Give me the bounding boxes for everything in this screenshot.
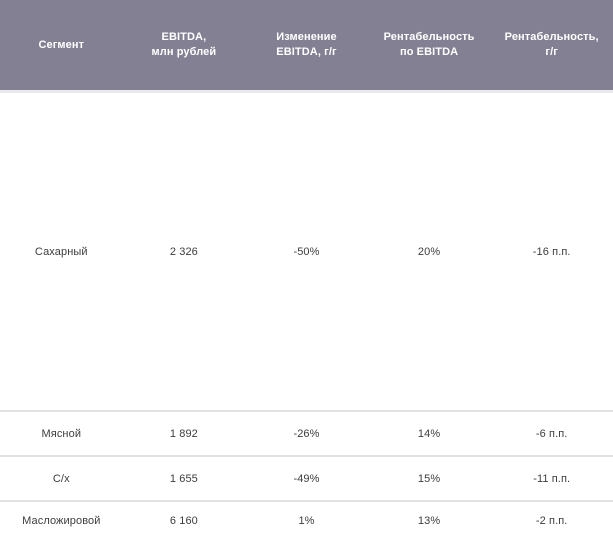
ebitda-change-cell: 1% [298,515,315,527]
margin-change-cell: -11 п.п. [533,472,571,485]
header-cell-ebitda-margin: Рентабельность по EBITDA [383,31,475,58]
ebitda-cell: 1 892 [169,427,198,440]
ebitda-change-cell: -49% [293,472,320,485]
header-cell-ebitda: EBITDA, млн рублей [151,31,217,58]
margin-change-cell: -2 п.п. [535,515,568,527]
ebitda-margin-cell: 14% [417,427,441,440]
header-cell-ebitda-change: Изменение EBITDA, г/г [276,31,337,58]
ebitda-cell: 2 326 [169,245,198,258]
segment-cell: С/х [52,472,70,485]
ebitda-margin-cell: 20% [417,245,441,258]
segment-cell: Масложировой [22,515,101,527]
ebitda-margin-cell: 13% [417,515,441,527]
margin-change-cell: -16 п.п. [532,245,571,258]
table-row-oils-fats: Масложировой 6 160 1% 13% -2 п.п. [0,500,613,540]
margin-change-cell: -6 п.п. [535,427,568,440]
ebitda-change-cell: -50% [293,245,320,258]
table-row-agriculture: С/х 1 655 -49% 15% -11 п.п. [0,455,613,500]
table-row-meat: Мясной 1 892 -26% 14% -6 п.п. [0,410,613,455]
table-header-row: Сегмент EBITDA, млн рублей Изменение EBI… [0,0,613,93]
ebitda-cell: 1 655 [169,472,198,485]
ebitda-change-cell: -26% [293,427,320,440]
header-cell-segment: Сегмент [38,38,85,51]
segment-cell: Мясной [41,427,82,440]
table-row-sugar: Сахарный 2 326 -50% 20% -16 п.п. [0,93,613,410]
segment-cell: Сахарный [34,245,88,258]
ebitda-cell: 6 160 [169,515,198,527]
header-cell-margin-change: Рентабельность, г/г [504,31,599,58]
ebitda-margin-cell: 15% [417,472,441,485]
